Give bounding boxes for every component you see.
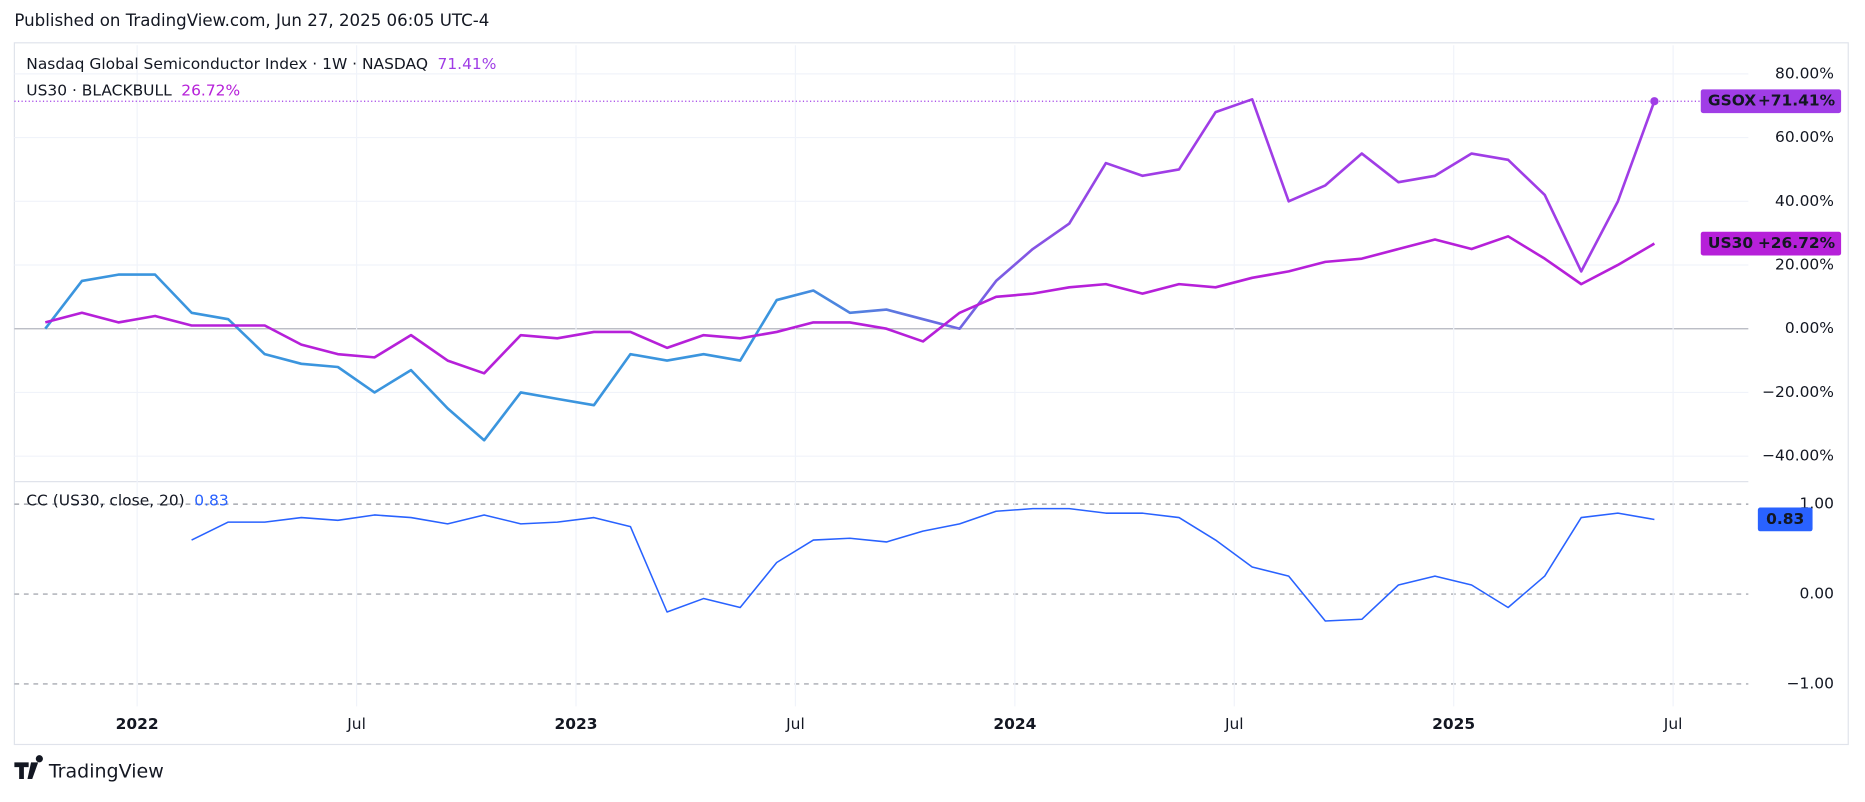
y-tick-label: −20.00% <box>1762 383 1834 401</box>
tag-value: +71.41% <box>1758 92 1835 110</box>
y-tick-label: 60.00% <box>1775 128 1834 146</box>
y-tick-label: 40.00% <box>1775 192 1834 210</box>
published-header: Published on TradingView.com, Jun 27, 20… <box>14 11 489 30</box>
tag-symbol: US30 <box>1708 234 1753 252</box>
y-tick-label: 80.00% <box>1775 64 1834 82</box>
series-line <box>44 97 1656 442</box>
x-tick-label: 2025 <box>1432 715 1475 733</box>
legend-value: 26.72% <box>181 81 240 99</box>
legend-entry: CC (US30, close, 20) 0.83 <box>26 491 228 509</box>
legend-name: US30 · BLACKBULL <box>26 81 172 99</box>
y-tick-label: 0.00% <box>1785 319 1834 337</box>
y-tick-label: −1.00 <box>1787 674 1834 692</box>
legend-entry: US30 · BLACKBULL 26.72% <box>26 81 240 99</box>
legend-entry: Nasdaq Global Semiconductor Index · 1W ·… <box>26 55 496 73</box>
series-line <box>191 507 1655 622</box>
chart-frame <box>13 42 1849 746</box>
tv-logo <box>14 755 43 779</box>
y-tick-label: 20.00% <box>1775 256 1834 274</box>
series-line <box>44 234 1656 375</box>
legend-value: 71.41% <box>438 55 497 73</box>
price-tag <box>1700 89 1842 114</box>
price-tag <box>1757 507 1813 532</box>
x-tick-label: Jul <box>1663 715 1683 733</box>
price-tag <box>1700 231 1842 256</box>
x-tick-label: 2023 <box>555 715 598 733</box>
tag-value: 0.83 <box>1766 510 1804 528</box>
y-tick-label: −40.00% <box>1762 447 1834 465</box>
x-tick-label: Jul <box>346 715 366 733</box>
last-point <box>1650 97 1659 106</box>
legend-name: Nasdaq Global Semiconductor Index · 1W ·… <box>26 55 428 73</box>
x-tick-label: Jul <box>785 715 805 733</box>
tag-symbol: GSOX <box>1708 92 1756 110</box>
x-tick-label: 2022 <box>116 715 159 733</box>
x-tick-label: Jul <box>1224 715 1244 733</box>
y-tick-label: 0.00 <box>1800 585 1834 603</box>
legend-name: CC (US30, close, 20) <box>26 491 184 509</box>
brand: TradingView <box>48 760 164 782</box>
legend-value: 0.83 <box>194 491 228 509</box>
x-tick-label: 2024 <box>993 715 1036 733</box>
tag-value: +26.72% <box>1758 234 1835 252</box>
